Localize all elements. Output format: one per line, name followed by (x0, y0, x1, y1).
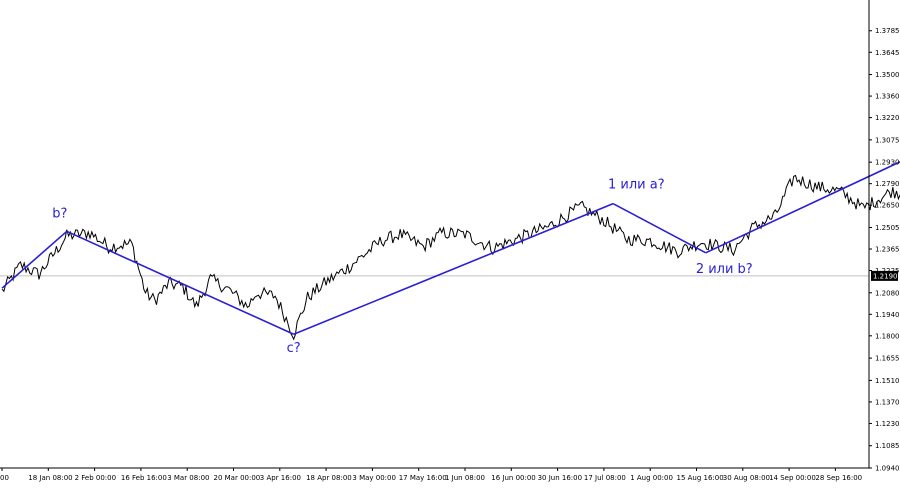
y-tick-label: 1.2790 (875, 180, 900, 188)
wave-label: 2 или b? (696, 262, 753, 277)
y-tick-label: 1.2365 (875, 245, 900, 253)
x-tick-label: 30 Jun 16:00 (538, 474, 582, 482)
x-tick-label: 30 Aug 08:00 (723, 474, 770, 482)
wave-segment (66, 230, 295, 336)
y-tick-label: 1.3785 (875, 27, 900, 35)
y-tick-label: 1.0940 (875, 465, 900, 473)
y-tick-label: 1.1800 (875, 332, 900, 340)
y-tick-label: 1.3500 (875, 71, 900, 79)
price-series-layer (1, 174, 900, 341)
wave-markup-layer (1, 160, 900, 336)
x-tick-label: 1 Aug 00:00 (630, 474, 673, 482)
wave-segment (705, 160, 900, 254)
x-tick-label: 16 Jun 00:00 (491, 474, 535, 482)
wave-label: c? (287, 341, 301, 356)
x-tick-label: 18 Apr 08:00 (306, 474, 352, 482)
x-tick-label: 00 (0, 474, 9, 482)
y-tick-label: 1.1230 (875, 420, 900, 428)
x-tick-label: 16 Feb 16:00 (121, 474, 167, 482)
current-price-tag-box (871, 270, 898, 281)
x-tick-label: 2 Feb 00:00 (75, 474, 116, 482)
wave-segment (1, 230, 68, 289)
x-tick-label: 3 Apr 16:00 (260, 474, 301, 482)
wave-segment (293, 202, 614, 336)
y-tick-label: 1.3645 (875, 49, 900, 57)
x-tick-label: 28 Sep 16:00 (815, 474, 862, 482)
wave-segment (612, 202, 707, 254)
wave-label: 1 или a? (608, 177, 665, 192)
x-tick-label: 18 Jan 08:00 (28, 474, 72, 482)
y-tick-label: 1.2930 (875, 159, 900, 167)
x-tick-label: 14 Sep 00:00 (769, 474, 816, 482)
y-tick-label: 1.1510 (875, 377, 900, 385)
y-tick-label: 1.1940 (875, 311, 900, 319)
y-tick-label: 1.2650 (875, 202, 900, 210)
x-tick-label: 15 Aug 16:00 (677, 474, 724, 482)
x-tick-label: 1 Jun 08:00 (445, 474, 485, 482)
y-tick-label: 1.1655 (875, 355, 900, 363)
price-series-line (1, 174, 900, 341)
y-tick-label: 1.1370 (875, 398, 900, 406)
y-tick-label: 1.2080 (875, 289, 900, 297)
x-tick-label: 3 Mar 08:00 (167, 474, 209, 482)
y-tick-label: 1.3360 (875, 93, 900, 101)
current-price-tag-label: 1.2190 (873, 272, 898, 280)
x-tick-labels: 00 18 Jan 08:00 2 Feb 00:00 16 Feb 16:00 3 M… (0, 468, 862, 482)
wave-label: b? (52, 206, 67, 221)
y-tick-labels: 1.3785 1.3645 1.3500 1.3360 1.3220 1.3075 1.29… (869, 27, 900, 473)
axes-layer (0, 0, 870, 469)
x-tick-label: 17 Jul 08:00 (584, 474, 626, 482)
x-tick-label: 20 Mar 00:00 (214, 474, 261, 482)
wave-labels-layer: b?c?1 или a?2 или b?3 или c? (52, 177, 753, 356)
y-tick-label: 1.3220 (875, 114, 900, 122)
y-tick-label: 1.3075 (875, 136, 900, 144)
y-tick-label: 1.1085 (875, 442, 900, 450)
x-tick-label: 3 May 00:00 (352, 474, 396, 482)
y-tick-label: 1.2505 (875, 224, 900, 232)
current-price-tag: 1.2190 (871, 270, 898, 281)
x-tick-label: 17 May 16:00 (399, 474, 447, 482)
